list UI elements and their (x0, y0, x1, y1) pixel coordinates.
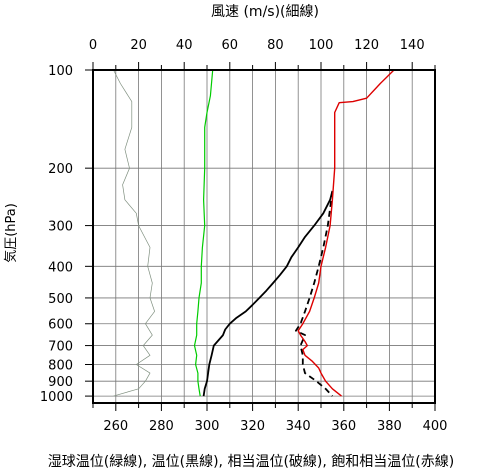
top-tick-label: 80 (267, 38, 284, 53)
top-tick-label: 140 (400, 38, 425, 53)
plot-frame (92, 69, 436, 404)
y-tick-label: 800 (48, 358, 73, 373)
top-axis-label: 風速 (m/s)(細線) (211, 4, 319, 20)
bottom-tick-label: 380 (377, 419, 402, 434)
top-tick-label: 40 (176, 38, 193, 53)
y-tick-label: 1000 (40, 390, 73, 405)
bottom-tick-label: 320 (240, 419, 265, 434)
y-tick-label: 200 (48, 162, 73, 177)
y-tick-label: 300 (48, 220, 73, 235)
y-tick-label: 700 (48, 340, 73, 355)
axes-group: 0 20 40 60 80 100 120 140 260 280 300 320 340 360 380 4… (40, 38, 448, 434)
y-axis-label: 気圧(hPa) (3, 203, 19, 263)
top-tick-label: 120 (354, 38, 379, 53)
series-line-0 (113, 69, 155, 397)
series-line-2 (202, 190, 334, 397)
bottom-tick-label: 260 (103, 419, 128, 434)
bottom-tick-label: 340 (286, 419, 311, 434)
grid-lines (92, 69, 436, 403)
bottom-axis-label: 湿球温位(緑線), 温位(黒線), 相当温位(破線), 飽和相当温位(赤線) (48, 453, 454, 470)
top-tick-label: 60 (222, 38, 239, 53)
y-tick-label: 600 (48, 318, 73, 333)
y-tick-label: 900 (48, 375, 73, 390)
series-line-3 (294, 190, 334, 397)
top-tick-label: 100 (309, 38, 334, 53)
bottom-tick-label: 360 (331, 419, 356, 434)
top-tick-label: 0 (89, 38, 97, 53)
y-tick-label: 400 (48, 260, 73, 275)
series-group (113, 69, 395, 397)
top-tick-label: 20 (130, 38, 147, 53)
series-line-4 (297, 69, 395, 397)
y-tick-label: 500 (48, 292, 73, 307)
bottom-tick-label: 280 (149, 419, 174, 434)
series-line-1 (193, 69, 214, 397)
y-tick-label: 100 (48, 64, 73, 79)
bottom-tick-label: 300 (195, 419, 220, 434)
bottom-tick-label: 400 (423, 419, 448, 434)
